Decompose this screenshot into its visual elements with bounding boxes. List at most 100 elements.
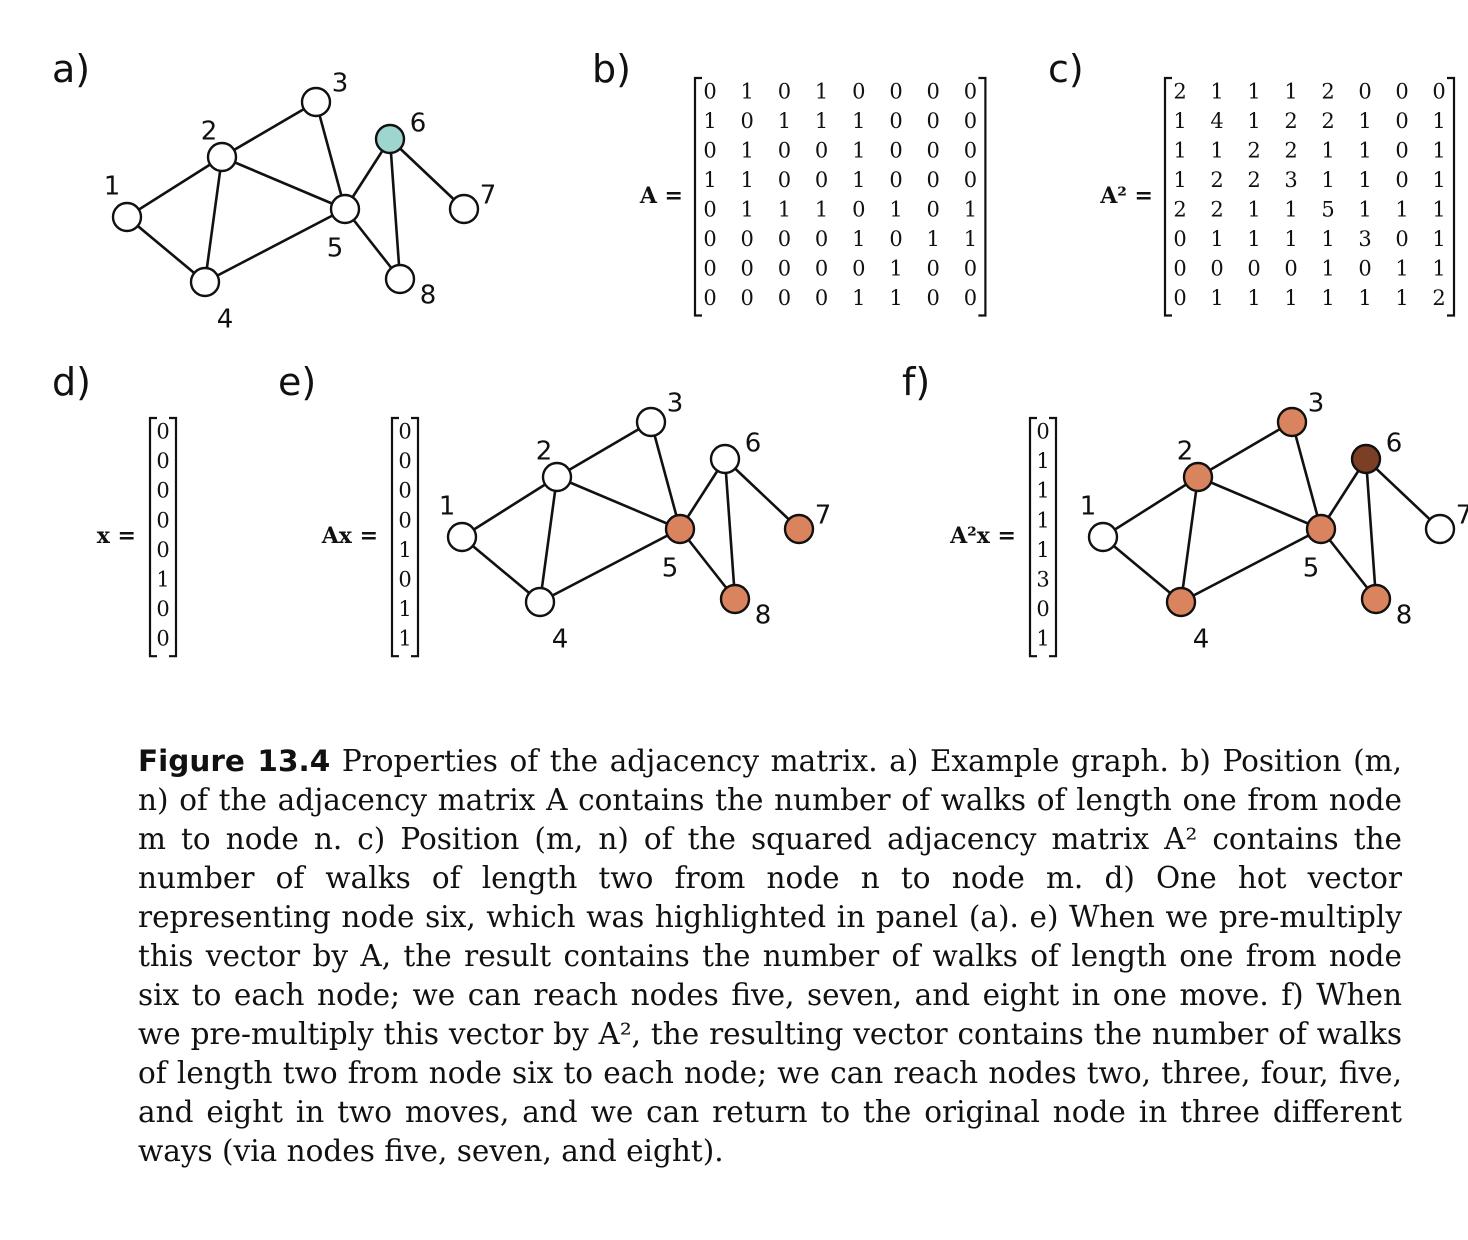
matrix-cell: 0 [815, 286, 828, 310]
matrix-cell: 2 [1321, 80, 1334, 104]
matrix-cell: 2 [1284, 109, 1297, 133]
matrix-cell: 1 [1432, 257, 1445, 281]
matrix-cell: 3 [1358, 227, 1371, 251]
panel-f-label: f) [902, 360, 930, 404]
matrix-cell: 1 [1247, 198, 1260, 222]
matrix-cell: 1 [852, 168, 865, 192]
matrix-cell: 0 [927, 198, 940, 222]
matrix-cell: 1 [889, 286, 902, 310]
figure-caption: Figure 13.4 Properties of the adjacency … [138, 742, 1402, 1171]
matrix-cell: 2 [1247, 139, 1260, 163]
matrix-cell: 0 [927, 109, 940, 133]
equation-label: A² = [1099, 183, 1153, 209]
left-bracket [1163, 76, 1172, 317]
matrix-cell: 0 [927, 286, 940, 310]
equation-label: A = [639, 183, 683, 209]
matrix-cell: 1 [1432, 139, 1445, 163]
matrix-cell: 0 [889, 168, 902, 192]
matrix-cell: 1 [778, 109, 791, 133]
matrix-cell: 1 [1284, 198, 1297, 222]
matrix-cell: 1 [1321, 257, 1334, 281]
node-label: 4 [1193, 625, 1210, 655]
graph-edge [221, 155, 346, 211]
matrix-cell: 0 [964, 286, 977, 310]
matrix-cell: 0 [1358, 80, 1371, 104]
matrix-cell: 0 [778, 286, 791, 310]
matrix-cell: 0 [1395, 80, 1408, 104]
matrix-cell: 0 [1395, 168, 1408, 192]
matrix-cell: 1 [815, 80, 828, 104]
panel-b-matrix-A: A =0 1 0 1 0 0 0 01 0 1 1 1 0 0 00 1 0 0 1 0 0 01 1 0 0 1 0 0 00 1 1 1 0… [639, 76, 987, 317]
matrix-cell: 0 [1173, 227, 1186, 251]
matrix-cell: 1 [852, 109, 865, 133]
matrix-cell: 1 [852, 227, 865, 251]
graph-edge [1179, 476, 1200, 603]
matrix-cell: 0 [1247, 257, 1260, 281]
graph-edge [388, 138, 402, 280]
caption-title: Figure 13.4 [138, 744, 331, 778]
vector-entry: 1 [398, 538, 411, 562]
graph-node [206, 141, 238, 173]
vector-entry: 0 [156, 479, 169, 503]
panel-c-matrix-A-squared: A² =2 1 1 1 2 0 0 01 4 1 2 2 1 0 11 1 2 2 1 1 0 11 2 2 3 1 1 0 12 2 1 1… [1099, 76, 1456, 317]
matrix-cell: 0 [1210, 257, 1223, 281]
matrix-cell: 4 [1210, 109, 1223, 133]
matrix-cell: 1 [1173, 109, 1186, 133]
matrix-cell: 0 [815, 227, 828, 251]
matrix-cell: 1 [1284, 227, 1297, 251]
matrix-cell: 0 [1395, 139, 1408, 163]
matrix-cell: 0 [703, 227, 716, 251]
node-label: 6 [410, 109, 427, 139]
matrix-cell: 1 [1173, 168, 1186, 192]
matrix-cell: 1 [1210, 286, 1223, 310]
graph-node [783, 513, 815, 545]
matrix-cell: 0 [741, 227, 754, 251]
vector-entry: 3 [1036, 568, 1049, 592]
matrix-cell: 1 [815, 198, 828, 222]
matrix-cell: 2 [1210, 198, 1223, 222]
graph-node [1182, 461, 1214, 493]
vector-entry: 0 [156, 449, 169, 473]
matrix-cell: 1 [889, 198, 902, 222]
panel-a-graph: 1 2 3 4 5 6 7 8 [104, 69, 497, 335]
graph-node [1350, 443, 1382, 475]
graph-edge [1290, 421, 1323, 530]
matrix-cell: 0 [778, 257, 791, 281]
node-label: 5 [327, 234, 344, 264]
matrix-cell: 1 [1358, 109, 1371, 133]
matrix-cell: 1 [1321, 286, 1334, 310]
graph-node [1165, 586, 1197, 618]
matrix-cell: 1 [852, 286, 865, 310]
node-label: 6 [745, 429, 762, 459]
matrix-cell: 0 [889, 109, 902, 133]
equation-label: x = [97, 523, 136, 549]
matrix-cell: 0 [889, 227, 902, 251]
vector-entry: 1 [398, 627, 411, 651]
matrix-cell: 1 [1321, 168, 1334, 192]
matrix-cell: 0 [852, 80, 865, 104]
node-label: 5 [1303, 554, 1320, 584]
vector-entry: 1 [1036, 538, 1049, 562]
matrix-cell: 1 [964, 227, 977, 251]
left-bracket [148, 416, 157, 658]
graph-node [635, 406, 667, 438]
matrix-cell: 1 [1395, 257, 1408, 281]
matrix-cell: 0 [1395, 109, 1408, 133]
node-label: 6 [1386, 429, 1403, 459]
graph-node [374, 123, 406, 155]
node-label: 5 [662, 554, 679, 584]
matrix-cell: 1 [1358, 286, 1371, 310]
matrix-cell: 1 [1210, 139, 1223, 163]
matrix-cell: 1 [703, 109, 716, 133]
matrix-cell: 1 [741, 139, 754, 163]
node-label: 2 [536, 437, 553, 467]
graph-edge [203, 156, 224, 283]
caption-text: Properties of the adjacency matrix. a) E… [138, 744, 1402, 1168]
vector-entry: 0 [156, 420, 169, 444]
matrix-cell: 2 [1173, 80, 1186, 104]
graph-edge [389, 138, 465, 210]
left-bracket [390, 416, 399, 658]
matrix-cell: 0 [1284, 257, 1297, 281]
matrix-cell: 0 [964, 109, 977, 133]
